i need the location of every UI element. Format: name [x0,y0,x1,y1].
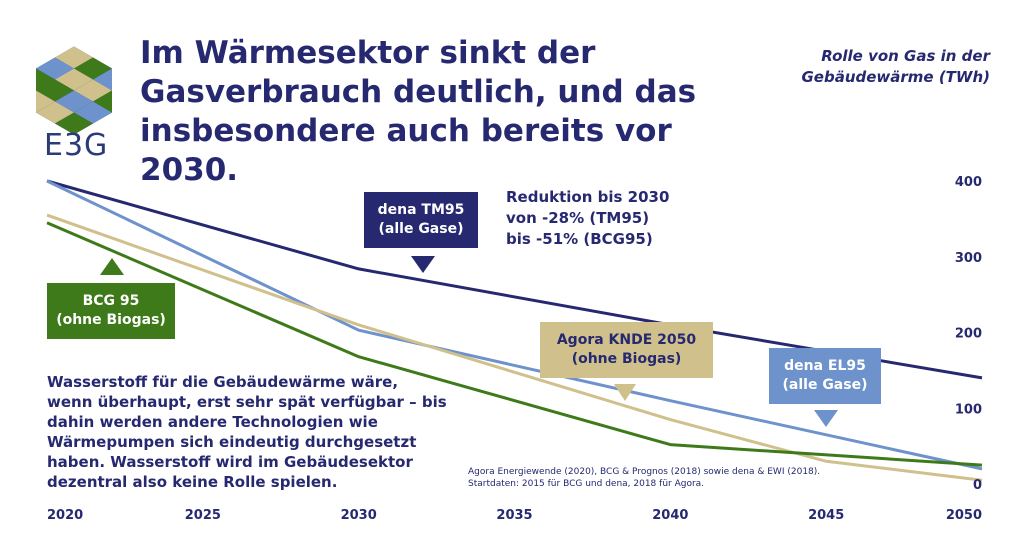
callout-dena-el95: dena EL95 (alle Gase) [769,348,881,404]
callout-bcg95: BCG 95 (ohne Biogas) [47,283,175,339]
callout-dena-el95-label: dena EL95 (alle Gase) [782,358,868,393]
series-line-3 [46,221,983,467]
tm95-pointer [411,256,435,273]
y-tick-label: 0 [973,478,982,493]
y-tick-label: 100 [955,402,982,417]
logo-text: E3G [44,128,109,163]
callout-bcg95-label: BCG 95 (ohne Biogas) [56,293,166,328]
unit-label: Rolle von Gas in der Gebäudewärme (TWh) [801,47,990,86]
chart-title: Im Wärmesektor sinkt der Gasverbrauch de… [140,35,697,188]
el95-pointer [814,410,838,427]
agora-pointer [614,384,636,401]
y-tick-label: 400 [955,175,982,190]
source-note: Agora Energiewende (2020), BCG & Prognos… [468,467,821,489]
x-tick-label: 2050 [946,508,982,523]
x-tick-label: 2030 [341,508,377,523]
callout-agora-label: Agora KNDE 2050 (ohne Biogas) [556,332,697,367]
y-tick-label: 300 [955,251,982,266]
x-tick-label: 2020 [47,508,83,523]
x-tick-label: 2040 [652,508,688,523]
e3g-logo-icon [36,46,112,135]
series-line-2 [46,213,983,482]
x-tick-label: 2035 [496,508,532,523]
x-tick-label: 2025 [185,508,221,523]
reduction-annotation: Reduktion bis 2030 von -28% (TM95) bis -… [506,188,670,248]
x-tick-label: 2045 [808,508,844,523]
y-tick-label: 200 [955,327,982,342]
callout-dena-tm95: dena TM95 (alle Gase) [364,192,478,248]
callout-dena-tm95-label: dena TM95 (alle Gase) [377,202,465,237]
bcg-pointer [100,258,124,275]
hydrogen-note: Wasserstoff für die Gebäudewärme wäre, w… [47,373,447,491]
series-line-1 [46,179,983,471]
callout-agora: Agora KNDE 2050 (ohne Biogas) [540,322,713,378]
